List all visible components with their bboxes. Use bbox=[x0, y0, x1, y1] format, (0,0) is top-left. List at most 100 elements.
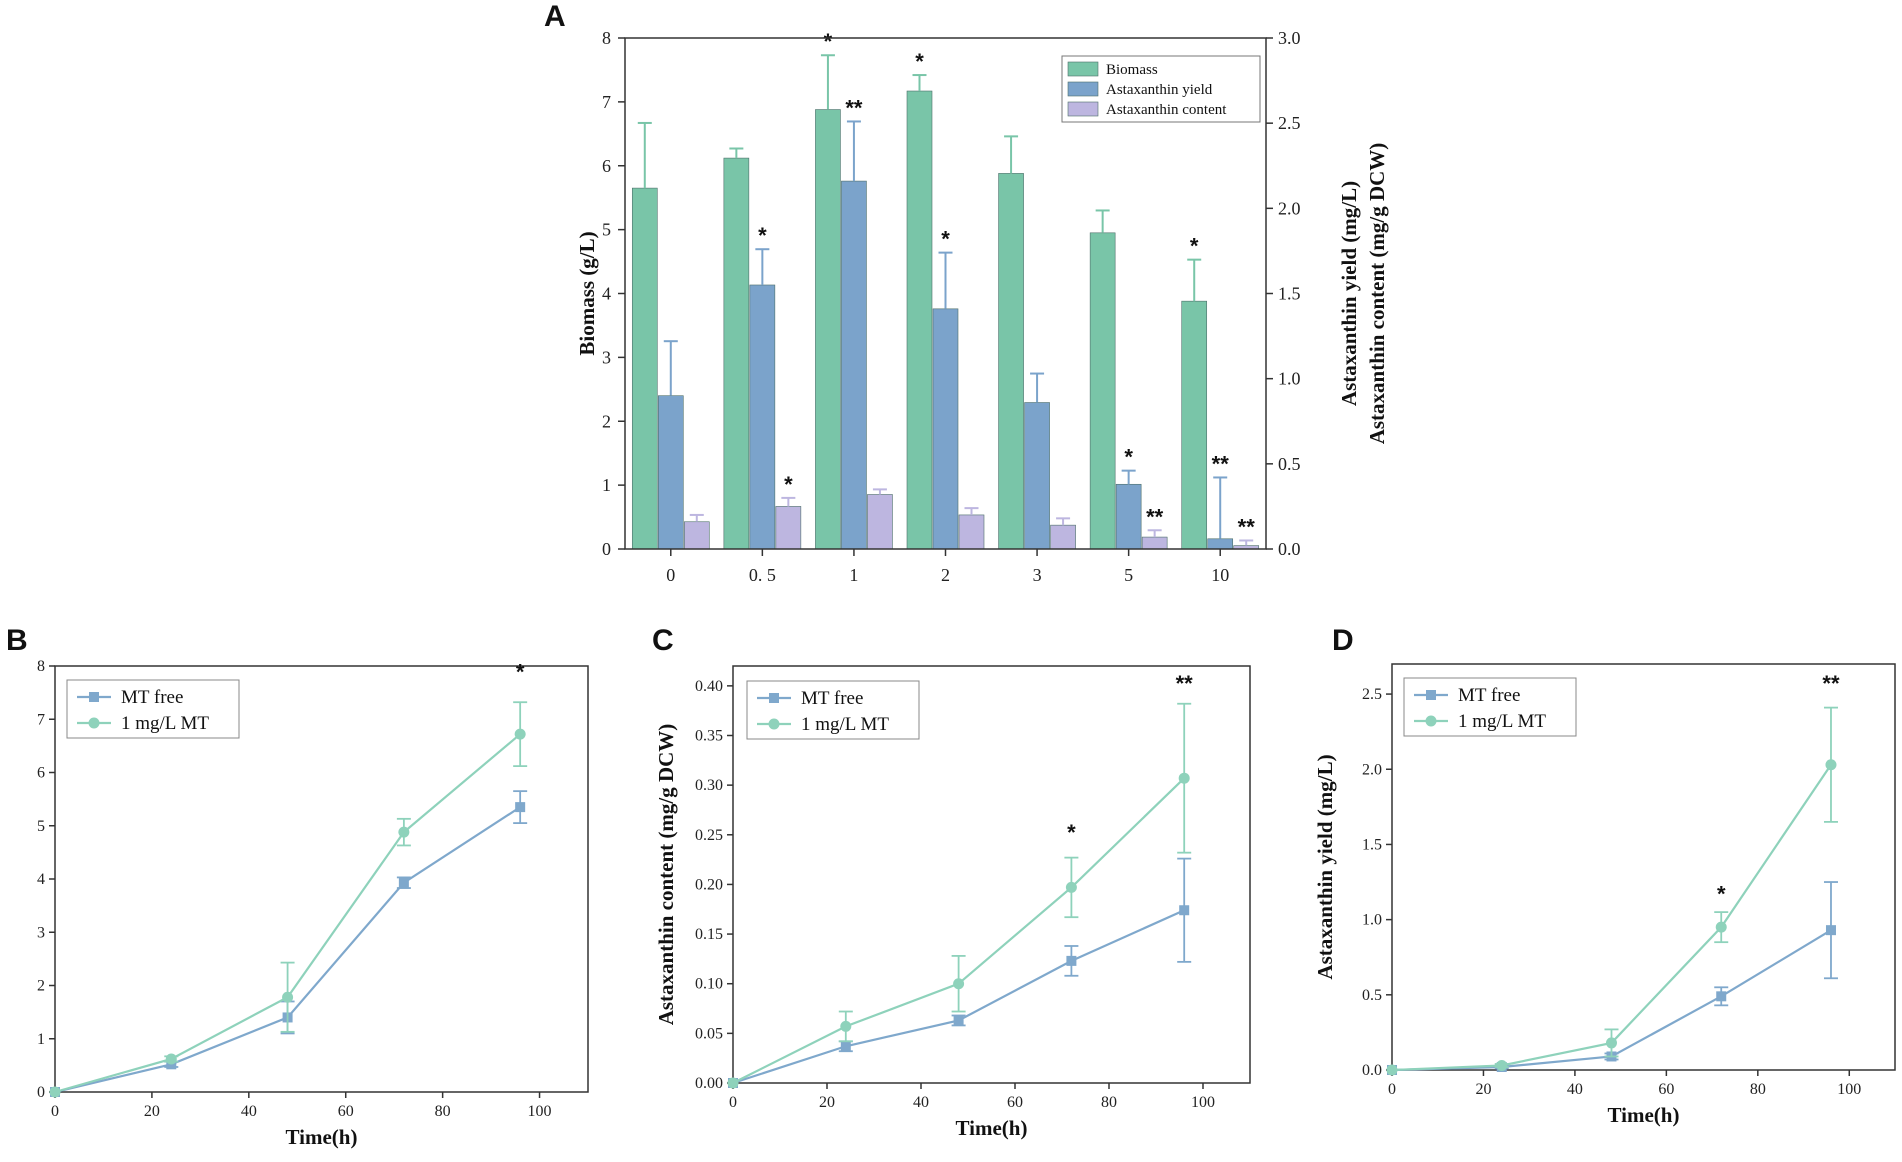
bar-astaxanthin-content-0 bbox=[683, 521, 710, 550]
data-point-circle bbox=[1605, 1037, 1617, 1049]
y-right-tick-label: 3.0 bbox=[1278, 28, 1301, 48]
x-tick-label: 40 bbox=[1567, 1081, 1583, 1098]
panel-d-letter: D bbox=[1332, 624, 1354, 657]
y-axis-title: Astaxanthin content (mg/g DCW) bbox=[654, 724, 678, 1026]
series-line-1-mg-l-mt bbox=[732, 777, 1185, 1084]
significance-marker: ** bbox=[1212, 451, 1230, 476]
x-tick-label: 20 bbox=[819, 1094, 835, 1111]
y-right-tick-label: 0.5 bbox=[1278, 454, 1301, 474]
data-point-circle bbox=[1065, 881, 1077, 893]
y-tick-label: 0.5 bbox=[1362, 987, 1382, 1004]
significance-marker: * bbox=[824, 29, 833, 54]
data-point-circle bbox=[49, 1086, 61, 1098]
y-tick-label: 7 bbox=[602, 92, 611, 112]
y-right-tick-label: 1.0 bbox=[1278, 369, 1301, 389]
significance-marker: * bbox=[758, 223, 767, 248]
bar-astaxanthin-yield-2 bbox=[932, 308, 959, 550]
x-tick-label: 60 bbox=[1007, 1094, 1023, 1111]
bar-astaxanthin-yield-3 bbox=[1024, 402, 1050, 550]
y-tick-label: 3 bbox=[37, 924, 45, 941]
y-tick-label: 1 bbox=[37, 1031, 45, 1048]
bar-biomass-2 bbox=[906, 90, 933, 550]
bar-biomass-05 bbox=[723, 157, 750, 550]
data-point-circle bbox=[727, 1077, 739, 1089]
y-right-tick-label: 2.0 bbox=[1278, 198, 1301, 218]
panel-a-letter: A bbox=[544, 0, 566, 33]
y-tick-label: 2.5 bbox=[1362, 686, 1382, 703]
x-tick-label: 80 bbox=[1750, 1081, 1766, 1098]
data-point-square bbox=[1716, 991, 1727, 1002]
y-right-axis-title-2: Astaxanthin content (mg/g DCW) bbox=[1365, 143, 1389, 445]
y-tick-label: 2 bbox=[602, 411, 611, 431]
x-tick-label: 0 bbox=[729, 1094, 737, 1111]
legend-label: 1 mg/L MT bbox=[1458, 711, 1546, 732]
y-tick-label: 0 bbox=[37, 1084, 45, 1101]
x-axis-title: Time(h) bbox=[286, 1125, 358, 1149]
bar-astaxanthin-content-1 bbox=[867, 494, 893, 550]
bar-astaxanthin-yield-10 bbox=[1207, 538, 1234, 550]
legend-box bbox=[1403, 677, 1577, 737]
data-point-circle bbox=[398, 826, 410, 838]
bar-astaxanthin-yield-05 bbox=[749, 284, 776, 550]
bar-astaxanthin-yield-0 bbox=[657, 395, 684, 550]
legend-marker-square bbox=[769, 693, 779, 703]
y-tick-label: 6 bbox=[602, 156, 611, 176]
data-point-circle bbox=[514, 728, 526, 740]
series-line-1-mg-l-mt bbox=[54, 733, 521, 1094]
y-right-tick-label: 0.0 bbox=[1278, 539, 1301, 559]
legend-label: 1 mg/L MT bbox=[801, 714, 889, 735]
significance-marker: * bbox=[1190, 234, 1199, 259]
plot-frame bbox=[732, 665, 1251, 1084]
x-axis-title: Time(h) bbox=[1608, 1103, 1680, 1127]
bar-biomass-5 bbox=[1089, 232, 1116, 550]
legend-label: Astaxanthin yield bbox=[1106, 82, 1213, 98]
significance-marker: * bbox=[516, 659, 525, 684]
y-tick-label: 5 bbox=[602, 220, 611, 240]
data-point-square bbox=[1066, 955, 1077, 966]
bar-astaxanthin-yield-5 bbox=[1115, 483, 1142, 550]
significance-marker: ** bbox=[1176, 671, 1194, 696]
data-point-circle bbox=[1825, 759, 1837, 771]
y-tick-label: 0.20 bbox=[695, 876, 723, 893]
legend-swatch bbox=[1067, 101, 1099, 117]
y-tick-label: 8 bbox=[602, 28, 611, 48]
legend-label: 1 mg/L MT bbox=[121, 713, 209, 734]
y-tick-label: 0.0 bbox=[1362, 1062, 1382, 1079]
data-point-circle bbox=[1386, 1064, 1398, 1076]
significance-marker: * bbox=[941, 227, 950, 252]
data-point-circle bbox=[165, 1053, 177, 1065]
legend-marker-square bbox=[89, 692, 99, 702]
data-point-square bbox=[840, 1041, 851, 1052]
bar-astaxanthin-content-05 bbox=[775, 506, 802, 550]
y-axis-title: Biomass (g/L) bbox=[575, 231, 599, 355]
x-tick-label: 20 bbox=[144, 1103, 160, 1120]
x-tick-label: 20 bbox=[1475, 1081, 1491, 1098]
panel-b-letter: B bbox=[6, 624, 28, 657]
y-tick-label: 4 bbox=[602, 284, 611, 304]
bar-astaxanthin-content-2 bbox=[958, 514, 985, 550]
x-tick-label: 0 bbox=[51, 1103, 59, 1120]
y-tick-label: 2 bbox=[37, 978, 45, 995]
y-tick-label: 6 bbox=[37, 765, 45, 782]
x-tick-label: 80 bbox=[1101, 1094, 1117, 1111]
x-tick-label: 1 bbox=[849, 565, 858, 585]
legend-swatch bbox=[1067, 61, 1099, 77]
bar-biomass-10 bbox=[1181, 300, 1208, 550]
y-right-tick-label: 1.5 bbox=[1278, 284, 1301, 304]
y-tick-label: 7 bbox=[37, 711, 45, 728]
series-line-mt-free bbox=[54, 806, 521, 1094]
y-tick-label: 5 bbox=[37, 818, 45, 835]
x-tick-label: 80 bbox=[435, 1103, 451, 1120]
data-point-square bbox=[515, 802, 526, 813]
x-tick-label: 2 bbox=[941, 565, 950, 585]
legend-label: MT free bbox=[121, 687, 183, 708]
data-point-circle bbox=[1496, 1059, 1508, 1071]
significance-marker: ** bbox=[1822, 671, 1840, 696]
y-tick-label: 0.25 bbox=[695, 827, 723, 844]
x-tick-label: 3 bbox=[1033, 565, 1042, 585]
x-tick-label: 10 bbox=[1211, 565, 1229, 585]
data-point-square bbox=[1825, 925, 1836, 936]
y-tick-label: 0.10 bbox=[695, 976, 723, 993]
y-tick-label: 8 bbox=[37, 658, 45, 675]
